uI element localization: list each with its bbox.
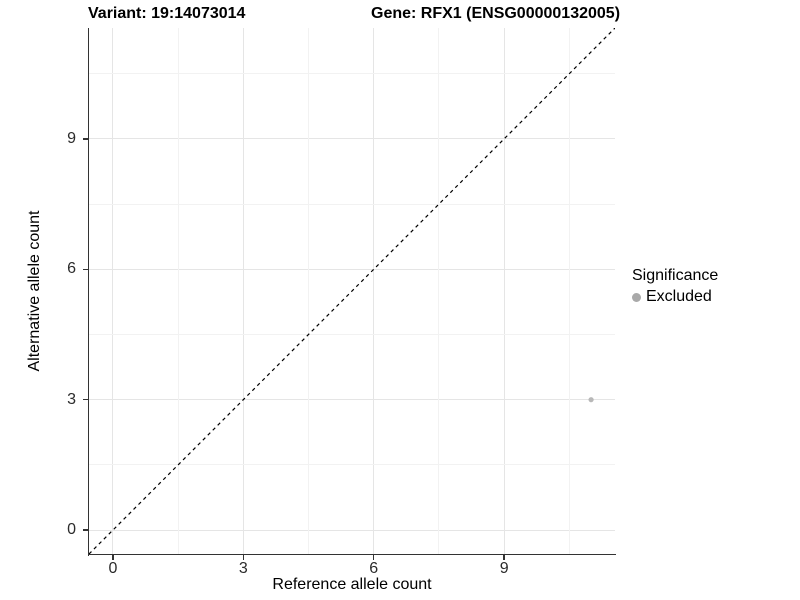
plot-panel [89, 28, 615, 554]
data-point [588, 397, 594, 403]
y-axis-tick [83, 398, 88, 401]
plot-title-gene: Gene: RFX1 (ENSG00000132005) [371, 5, 621, 22]
data-points-group [588, 397, 594, 403]
legend-point-swatch-icon [632, 292, 641, 302]
grid-line-minor-x [438, 28, 440, 554]
y-axis-tick [83, 138, 88, 140]
identity-reference-line [89, 28, 615, 554]
plot-title-variant: Variant: 19:14073014 [88, 5, 246, 22]
grid-line-minor-x [177, 28, 179, 554]
y-tick-label: 6 [67, 260, 76, 278]
y-axis-tick [83, 529, 88, 531]
y-axis-tick [83, 268, 88, 270]
x-axis-tick [112, 555, 114, 560]
y-tick-label: 0 [67, 521, 76, 539]
x-axis-title: Reference allele count [272, 576, 432, 593]
grid-line-major-y [89, 529, 615, 531]
y-tick-label: 9 [67, 129, 76, 147]
y-axis-title: Alternative allele count [26, 210, 43, 372]
grid-line-minor-y [89, 203, 615, 205]
grid-line-minor-y [89, 464, 615, 466]
grid-line-major-x [242, 28, 244, 554]
grid-line-major-x [112, 28, 114, 554]
grid-line-major-y [89, 399, 615, 401]
x-axis-tick [372, 555, 375, 560]
y-axis-line [87, 27, 89, 556]
legend-title: Significance [632, 267, 719, 284]
x-tick-label: 9 [499, 560, 509, 577]
grid-line-minor-x [308, 28, 310, 554]
x-tick-label: 3 [238, 560, 248, 577]
plot-canvas [89, 28, 615, 554]
legend-item-label: Excluded [646, 288, 712, 305]
legend: Significance Excluded [632, 267, 718, 306]
x-axis-tick [242, 555, 245, 560]
grid-line-major-y [89, 138, 615, 140]
x-axis-line [87, 553, 616, 555]
legend-item-excluded: Excluded [632, 288, 718, 306]
grid-line-major-x [373, 28, 375, 554]
x-axis-tick [503, 555, 505, 560]
grid-line-minor-x [568, 28, 570, 554]
grid-line-minor-y [89, 333, 615, 335]
grid-line-major-y [89, 268, 615, 270]
grid-line-minor-y [89, 73, 615, 75]
y-tick-label: 3 [67, 390, 76, 408]
grid-line-major-x [503, 28, 505, 554]
x-tick-label: 0 [108, 560, 118, 577]
x-tick-label: 6 [369, 560, 379, 577]
